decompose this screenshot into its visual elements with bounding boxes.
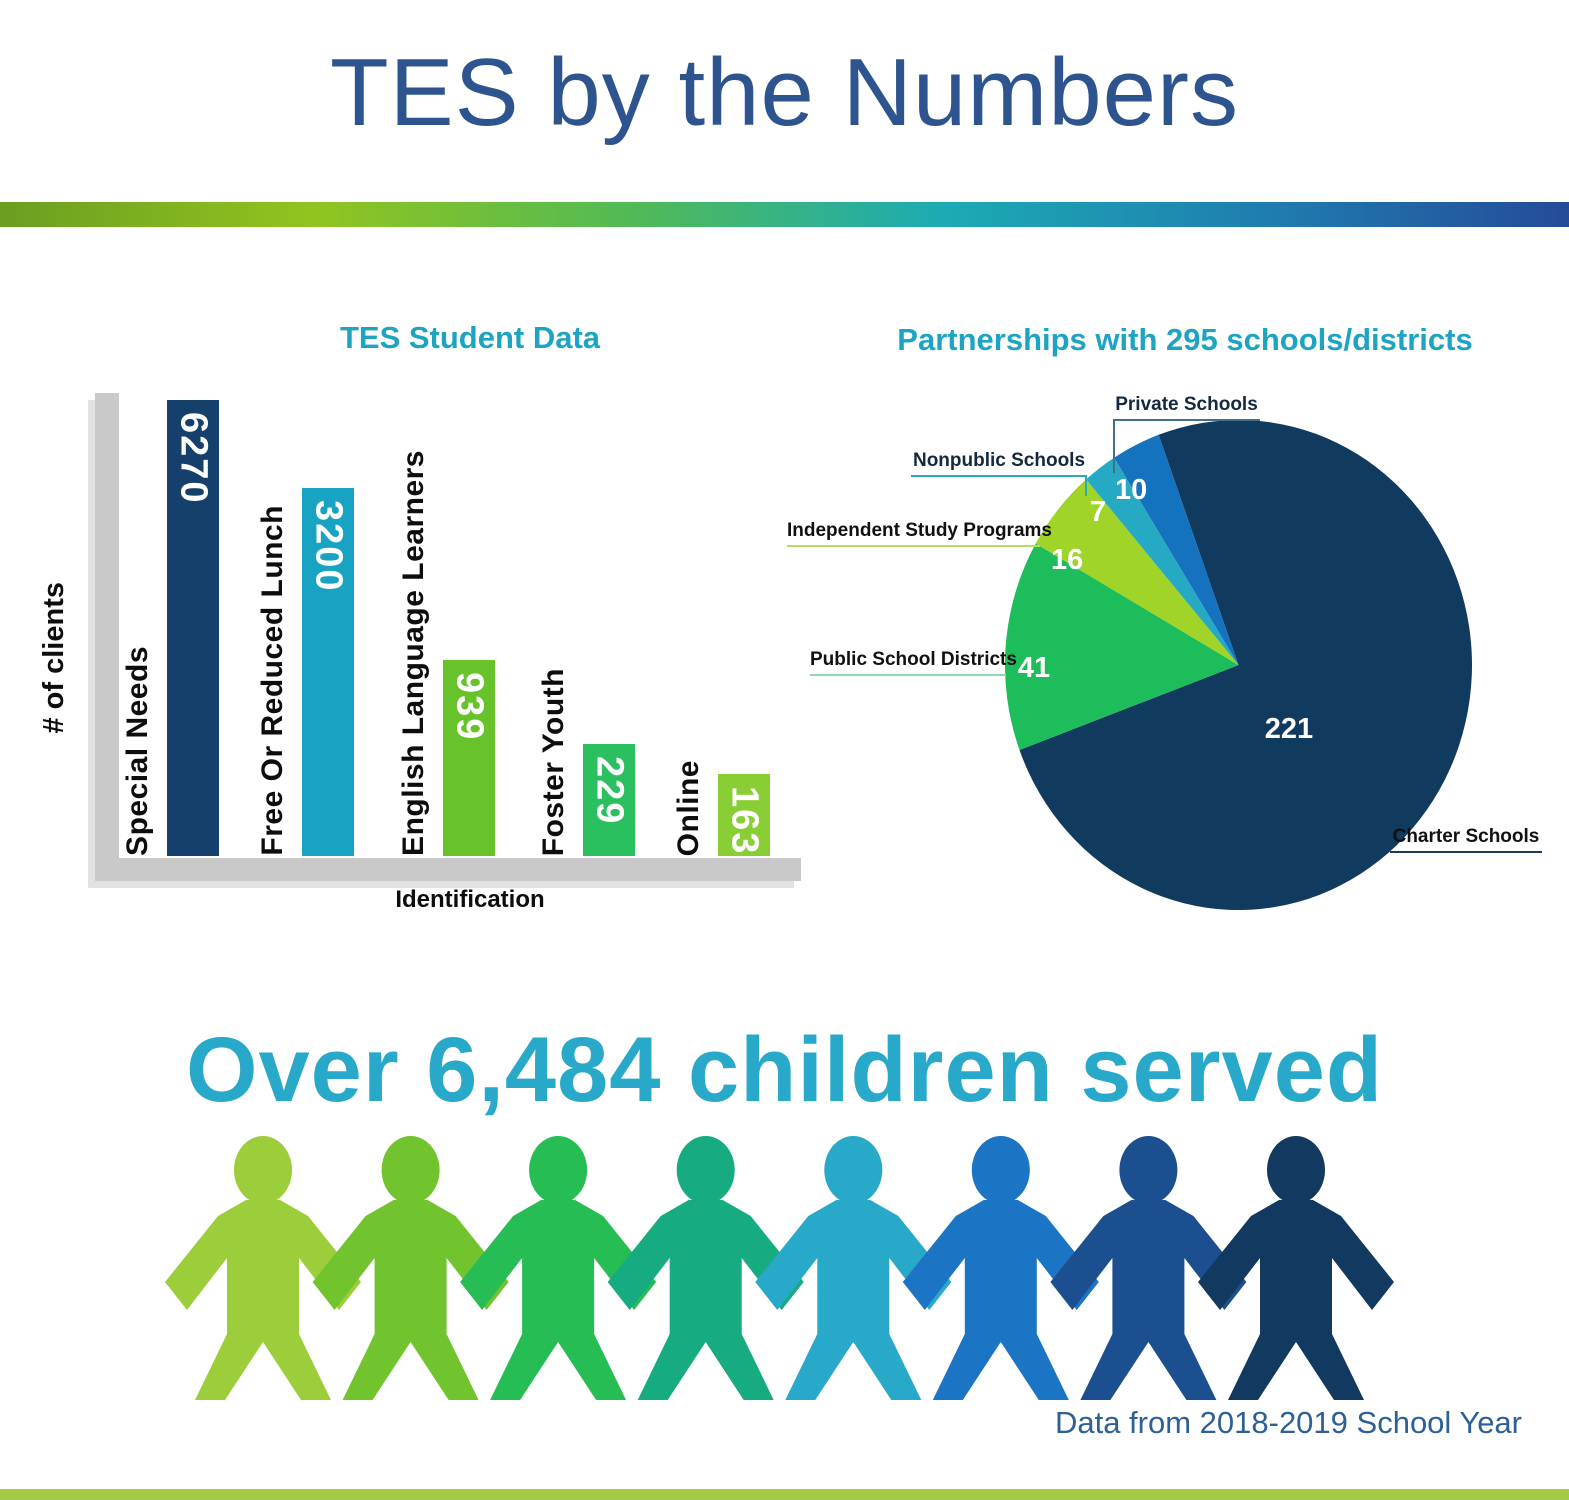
bar-value-label: 939	[448, 672, 491, 742]
pie-slice-nonpublic-schools	[1086, 457, 1239, 665]
bar-free-or-reduced-lunch: 3200	[302, 488, 354, 856]
children-served-headline: Over 6,484 children served	[185, 1019, 1384, 1121]
bar-foster-youth: 229	[583, 744, 635, 856]
pie-slice-public-school-districts	[1005, 543, 1239, 750]
pie-slice-independent-study-programs	[1035, 479, 1239, 665]
bar-online: 163	[718, 774, 770, 856]
bar-category-label: Special Needs	[121, 646, 154, 856]
pie-label-private-schools: Private Schools	[1113, 394, 1260, 421]
bottom-accent-strip	[0, 1489, 1569, 1500]
bar-chart-x-axis-label: Identification	[395, 886, 545, 913]
page-title: TES by the Numbers	[330, 39, 1239, 146]
pie-value-label: 41	[1018, 652, 1050, 684]
pie-label-charter-schools: Charter Schools	[1390, 826, 1542, 853]
top-gradient-divider	[0, 202, 1569, 227]
bar-value-label: 163	[723, 786, 766, 856]
pie-value-label: 221	[1265, 713, 1313, 745]
pie-leader-line-nonpublic	[1085, 477, 1087, 496]
bar-chart-y-axis-label: # of clients	[38, 581, 70, 734]
paper-doll-8	[1198, 1136, 1394, 1400]
paper-doll-chain	[165, 1136, 1394, 1400]
pie-value-label: 7	[1090, 496, 1106, 528]
bar-category-label: Foster Youth	[537, 667, 570, 856]
pie-label-nonpublic-schools: Nonpublic Schools	[911, 450, 1087, 477]
bar-english-language-learners: 939	[443, 660, 495, 856]
pie-label-independent-study-programs: Independent Study Programs	[787, 520, 1052, 547]
bar-category-label: Free Or Reduced Lunch	[256, 505, 289, 856]
bar-value-label: 3200	[307, 500, 350, 593]
bar-value-label: 229	[588, 756, 631, 826]
pie-chart: 221 41 167 10	[1005, 420, 1472, 910]
data-source-note: Data from 2018-2019 School Year	[1054, 1405, 1522, 1440]
bar-category-label: Online	[672, 759, 705, 856]
pie-chart-title: Partnerships with 295 schools/districts	[897, 322, 1473, 357]
bar-chart-x-axis	[95, 858, 801, 881]
bar-special-needs: 6270	[167, 400, 219, 856]
pie-label-public-school-districts: Public School Districts	[810, 649, 1017, 676]
pie-slice-private-schools	[1114, 434, 1239, 665]
pie-value-label: 16	[1051, 544, 1083, 576]
bar-chart-y-axis	[95, 393, 119, 881]
pie-leader-line-private	[1113, 420, 1115, 473]
bar-value-label: 6270	[172, 412, 215, 505]
pie-slice-charter-schools	[1019, 420, 1472, 910]
pie-value-label: 10	[1115, 474, 1147, 506]
bar-chart-title: TES Student Data	[339, 320, 601, 355]
bar-category-label: English Language Learners	[397, 450, 430, 856]
